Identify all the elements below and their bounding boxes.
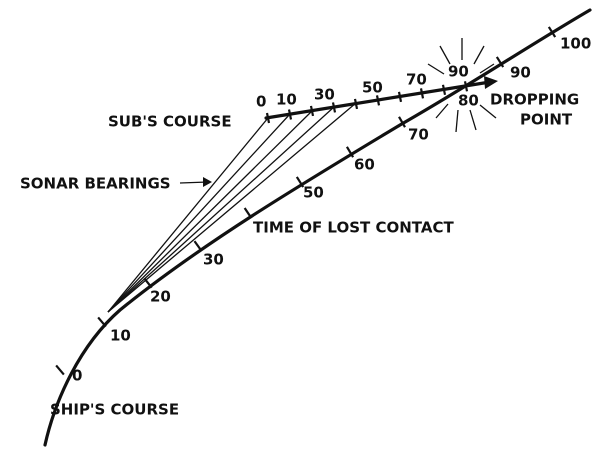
dropping-point-label: POINT	[520, 111, 573, 129]
ship-tick-label: 10	[110, 327, 131, 345]
ship-tick-label: 30	[203, 251, 224, 269]
ship-tick-label: 70	[408, 126, 429, 144]
ship-tick	[243, 207, 253, 219]
sub-tick	[397, 91, 403, 103]
lost-contact-label: TIME OF LOST CONTACT	[253, 219, 454, 237]
sub-tick	[353, 98, 359, 110]
dropping-point-label: DROPPING	[490, 91, 579, 109]
sub-tick-label: 10	[276, 91, 297, 109]
ship-tick	[398, 116, 406, 128]
sub-tick	[463, 81, 469, 92]
ship-tick-label: 50	[303, 184, 324, 202]
sonar-bearing-lines	[107, 102, 357, 313]
ship-tick	[495, 56, 505, 68]
subs-course-arrowhead	[484, 76, 498, 89]
ship-tick-label: 100	[560, 35, 591, 53]
ship-tick	[55, 364, 65, 376]
sub-tick	[331, 102, 337, 113]
ship-tick-label: 80	[458, 92, 479, 110]
sub-tick	[309, 105, 315, 117]
ship-tick-label: 20	[150, 288, 171, 306]
explosion-rays	[427, 38, 497, 133]
ship-tick	[345, 146, 355, 158]
ship-tick	[547, 26, 557, 38]
ship-tick-label: 90	[510, 64, 531, 82]
sub-course-label: SUB'S COURSE	[108, 113, 232, 131]
sub-tick-label: 50	[362, 79, 383, 97]
sub-tick	[419, 88, 425, 99]
sub-tick	[441, 84, 447, 96]
sub-tick-label: 0	[256, 93, 266, 111]
sub-tick-label: 70	[406, 71, 427, 89]
sub-tick-label: 30	[314, 86, 335, 104]
ship-tick-label: 0	[72, 367, 82, 385]
ship-tick	[143, 277, 153, 289]
ships-course-line	[43, 8, 592, 447]
sub-tick	[287, 109, 293, 120]
ship-tick	[193, 240, 203, 252]
sub-tick-label: 90	[448, 63, 469, 81]
ship-tick	[295, 176, 305, 188]
ship-tick-label: 60	[354, 156, 375, 174]
sub-tick	[375, 95, 381, 106]
ships-course-label: SHIP'S COURSE	[50, 401, 179, 419]
sonar-arrowhead	[203, 177, 212, 187]
sonar-bearings-label: SONAR BEARINGS	[20, 175, 171, 193]
sub-tick	[265, 112, 271, 124]
ship-tick	[97, 316, 107, 328]
